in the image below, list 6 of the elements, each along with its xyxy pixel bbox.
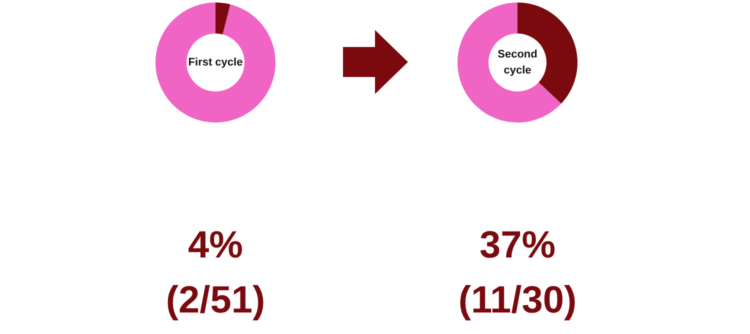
text: 4% xyxy=(188,224,243,266)
text: (11/30) xyxy=(458,280,577,322)
text: 37% xyxy=(479,224,556,266)
text: (2/51) xyxy=(166,280,266,322)
text: Second cycle xyxy=(498,48,538,76)
text: First cycle xyxy=(188,56,243,68)
